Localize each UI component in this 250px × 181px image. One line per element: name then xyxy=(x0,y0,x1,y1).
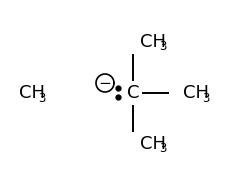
Text: CH: CH xyxy=(140,33,166,51)
Text: 3: 3 xyxy=(38,92,46,104)
Text: C: C xyxy=(127,84,139,102)
Text: CH: CH xyxy=(19,84,45,102)
Text: CH: CH xyxy=(183,84,209,102)
Text: 3: 3 xyxy=(159,142,166,155)
Text: −: − xyxy=(98,75,112,90)
Text: 3: 3 xyxy=(202,92,209,104)
Text: CH: CH xyxy=(140,135,166,153)
Text: 3: 3 xyxy=(159,41,166,54)
